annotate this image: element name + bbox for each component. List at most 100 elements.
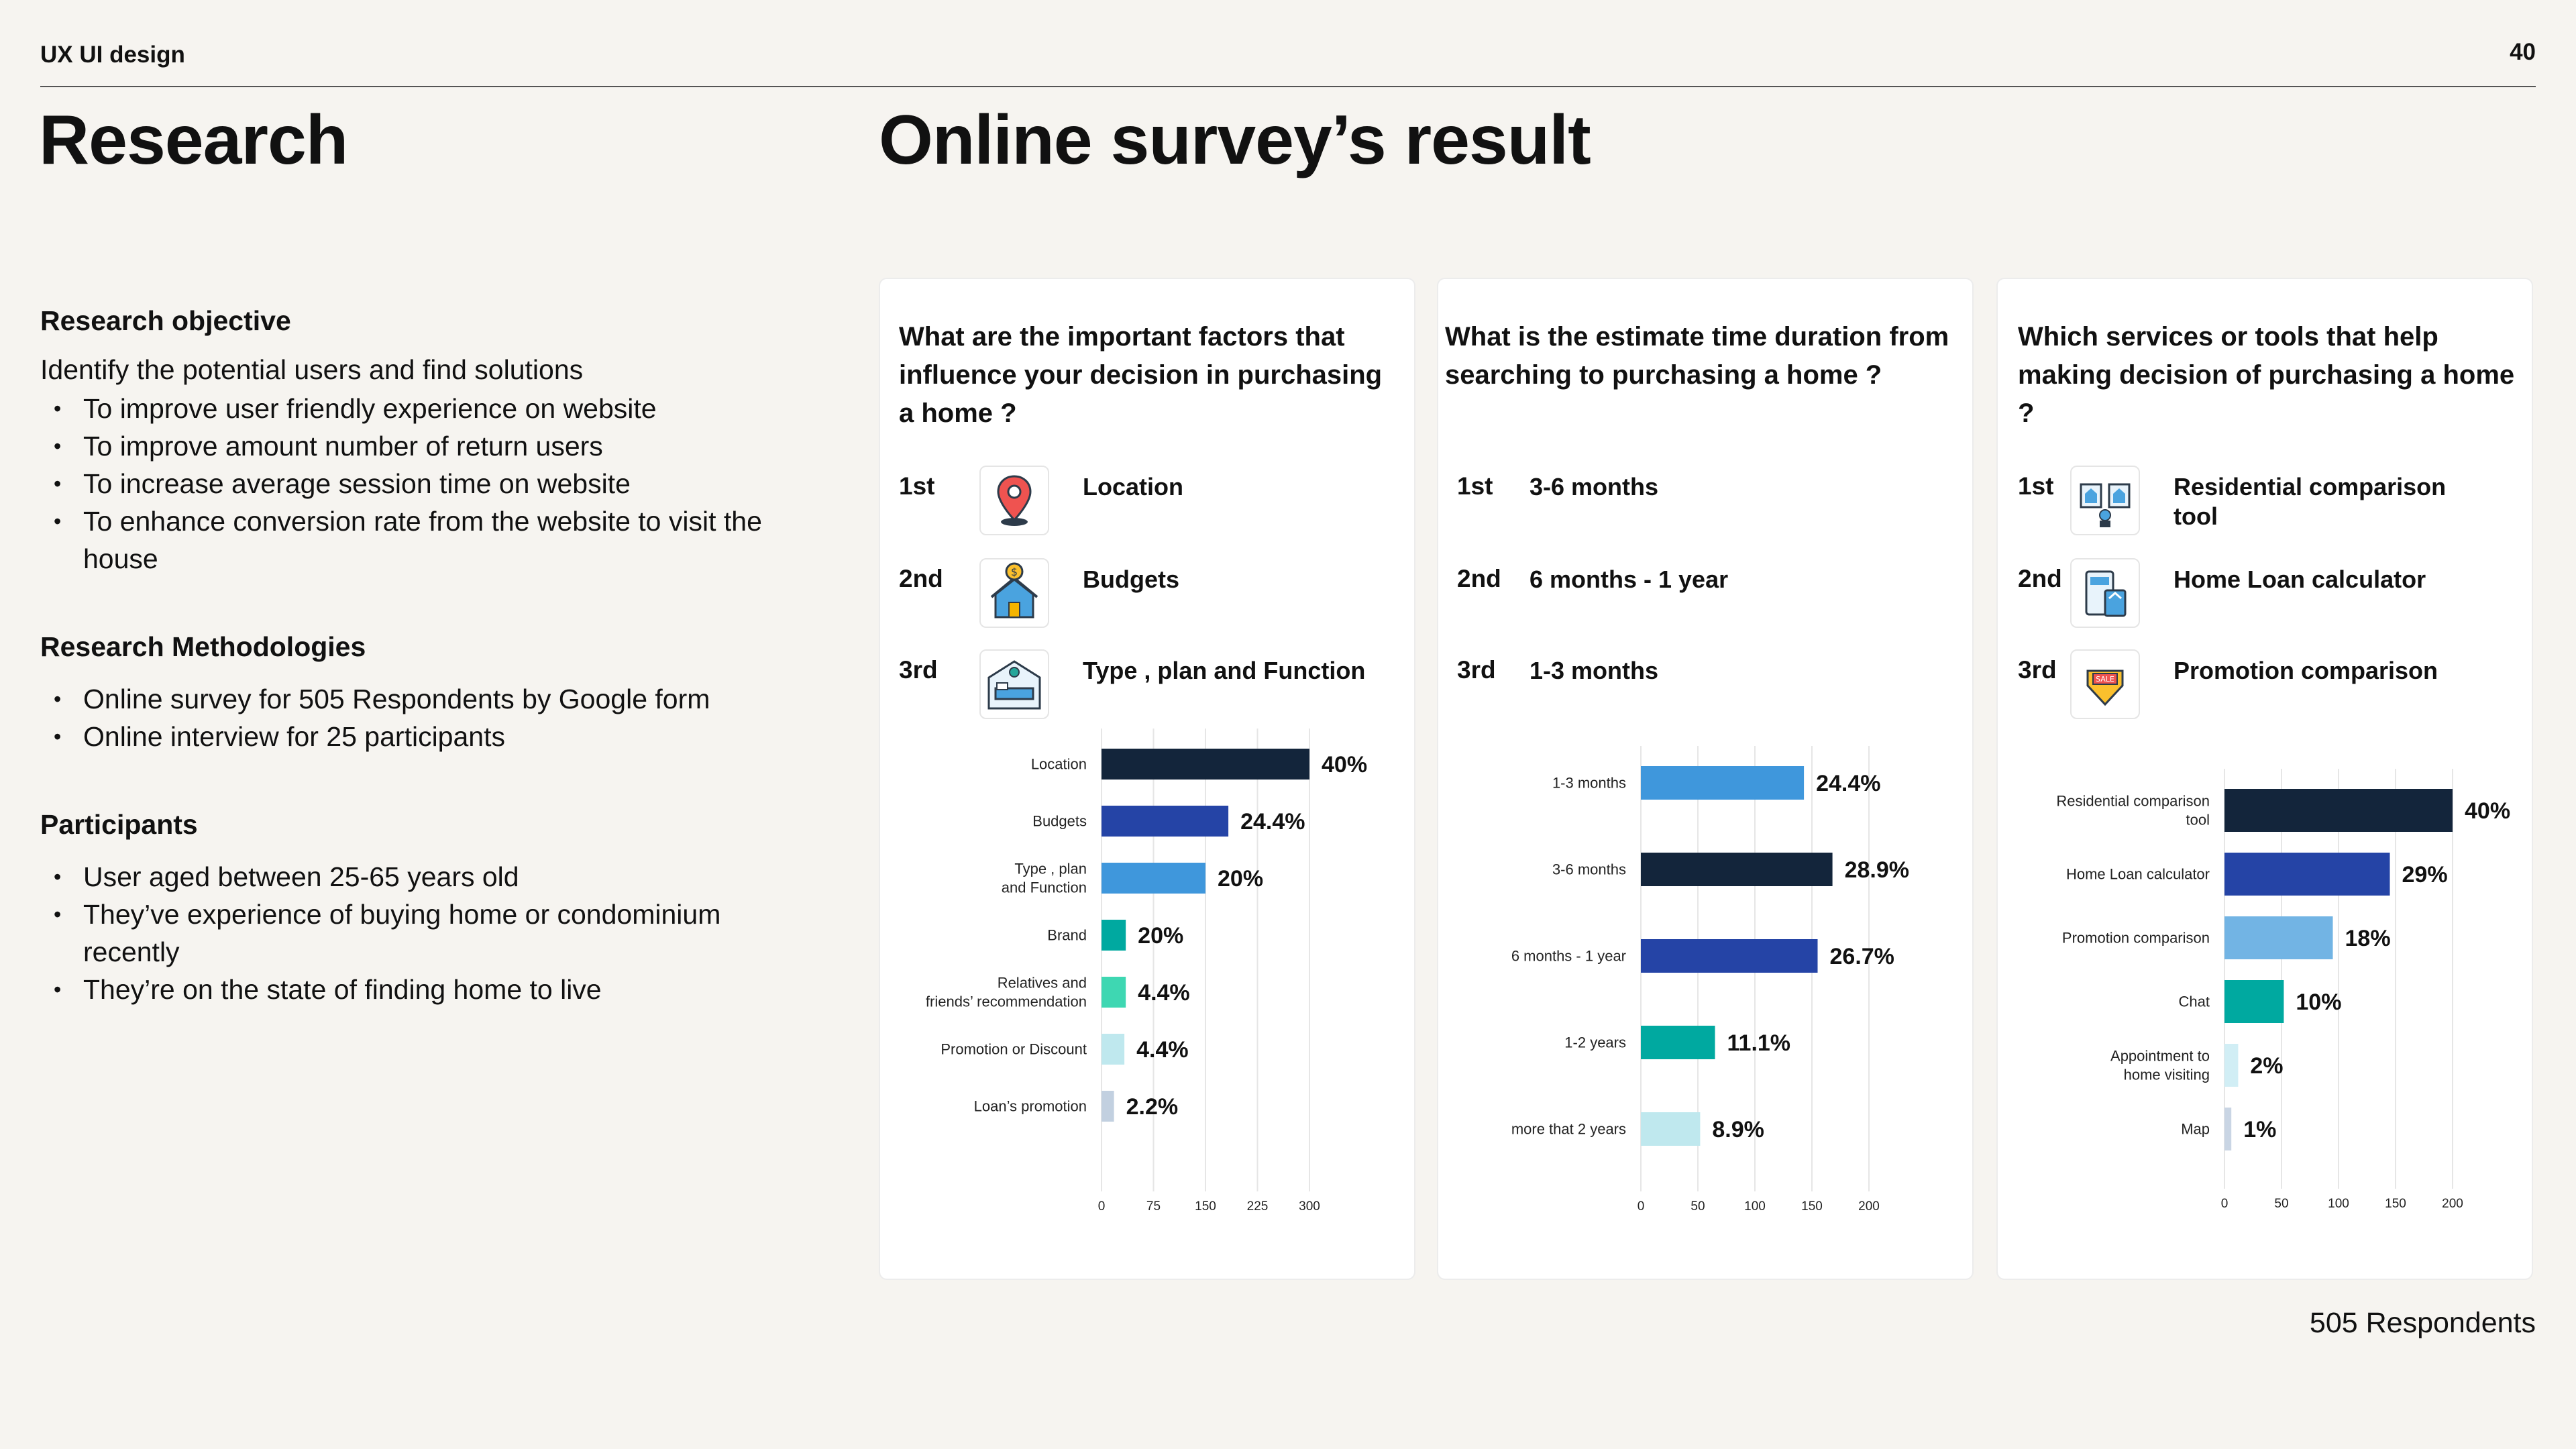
- bar: [1102, 806, 1229, 837]
- data-label: 8.9%: [1712, 1117, 1764, 1142]
- x-tick-label: 200: [2442, 1197, 2463, 1211]
- category-label: Budgets: [1032, 813, 1087, 830]
- list-item: To improve user friendly experience on w…: [40, 390, 818, 427]
- rank-number: 1st: [2018, 472, 2054, 500]
- data-label: 24.4%: [1816, 771, 1880, 796]
- methodologies-list: Online survey for 505 Respondents by Goo…: [40, 680, 818, 755]
- x-tick-label: 100: [2328, 1197, 2349, 1211]
- research-objective-heading: Research objective: [40, 305, 291, 336]
- list-item: To enhance conversion rate from the webs…: [40, 502, 818, 578]
- loan-calculator-icon: [2070, 558, 2140, 628]
- data-label: 4.4%: [1136, 1037, 1189, 1063]
- rank-row: 3rd SALE Promotion comparison: [2018, 649, 2518, 729]
- category-label: friends’ recommendation: [926, 994, 1087, 1010]
- page-title-research: Research: [39, 101, 348, 179]
- x-tick-label: 300: [1299, 1199, 1320, 1214]
- data-label: 40%: [1322, 752, 1367, 777]
- rank-number: 3rd: [2018, 656, 2057, 684]
- page-title-survey-result: Online survey’s result: [879, 101, 1591, 179]
- data-label: 2.2%: [1126, 1094, 1179, 1120]
- bar: [2224, 1044, 2239, 1087]
- data-label: 40%: [2465, 798, 2510, 824]
- rank-label: Location: [1083, 473, 1183, 500]
- bar: [2224, 853, 2390, 896]
- rank-label: 1-3 months: [1529, 657, 1659, 684]
- data-label: 18%: [2345, 926, 2391, 951]
- rank-number: 3rd: [1457, 656, 1496, 684]
- category-label: Loan’s promotion: [974, 1098, 1087, 1115]
- header-section-label: UX UI design: [40, 42, 185, 68]
- participants-heading: Participants: [40, 809, 198, 840]
- rank-number: 1st: [1457, 472, 1493, 500]
- rank-number: 2nd: [1457, 565, 1501, 592]
- data-label: 20%: [1138, 923, 1183, 949]
- category-label: Map: [2181, 1121, 2210, 1138]
- category-label: Appointment to: [2110, 1048, 2210, 1065]
- data-label: 11.1%: [1727, 1030, 1791, 1056]
- data-label: 24.4%: [1240, 809, 1305, 835]
- list-item: To increase average session time on webs…: [40, 465, 818, 502]
- respondents-count: 505 Respondents: [2309, 1307, 2536, 1339]
- svg-text:$: $: [1011, 566, 1018, 578]
- objective-list: To improve user friendly experience on w…: [40, 390, 818, 578]
- location-pin-icon: [979, 466, 1049, 535]
- bar: [1102, 1034, 1125, 1065]
- rank-row: 1st Residential comparison tool: [2018, 466, 2518, 545]
- category-label: Home Loan calculator: [2066, 866, 2210, 883]
- list-item: To improve amount number of return users: [40, 427, 818, 465]
- category-label: Residential comparison: [2056, 793, 2210, 810]
- category-label: Location: [1031, 756, 1087, 773]
- rank-number: 2nd: [899, 565, 943, 592]
- rank-row: 3rd 1-3 months: [1457, 655, 1959, 729]
- rank-row: 2nd Home Loan calculator: [2018, 558, 2518, 637]
- survey-card-duration: What is the estimate time duration from …: [1437, 278, 1974, 1280]
- category-label: 1-3 months: [1552, 775, 1626, 792]
- rank-label: 6 months - 1 year: [1529, 566, 1729, 593]
- survey-question: What is the estimate time duration from …: [1445, 322, 1949, 390]
- bar: [1641, 766, 1805, 800]
- survey-card-tools: Which services or tools that help making…: [1996, 278, 2533, 1280]
- data-label: 4.4%: [1138, 980, 1190, 1006]
- bar: [2224, 916, 2333, 959]
- list-item: They’ve experience of buying home or con…: [40, 896, 818, 971]
- factors-bar-chart: 0 75 150 225 300 Location 40% Budgets 24.4% Type …: [926, 729, 1367, 1214]
- bar: [2224, 789, 2453, 832]
- list-item: User aged between 25-65 years old: [40, 858, 818, 896]
- research-objective-intro: Identify the potential users and find so…: [40, 354, 584, 385]
- methodologies-heading: Research Methodologies: [40, 631, 366, 662]
- rank-label: Home Loan calculator: [2174, 566, 2426, 593]
- data-label: 28.9%: [1845, 857, 1909, 883]
- sale-tag-icon: SALE: [2070, 649, 2140, 719]
- rank-label: Promotion comparison: [2174, 657, 2438, 684]
- bar: [1641, 1026, 1715, 1059]
- x-tick-label: 75: [1146, 1199, 1161, 1214]
- category-label: 3-6 months: [1552, 861, 1626, 878]
- x-tick-label: 0: [1638, 1199, 1645, 1214]
- data-label: 2%: [2250, 1053, 2283, 1079]
- category-label: Brand: [1047, 927, 1087, 944]
- bar: [2224, 1108, 2232, 1150]
- data-label: 29%: [2402, 862, 2448, 888]
- bar: [1641, 1112, 1701, 1146]
- participants-list: User aged between 25-65 years old They’v…: [40, 858, 818, 1008]
- category-label: Promotion or Discount: [941, 1041, 1087, 1058]
- list-item: They’re on the state of finding home to …: [40, 971, 818, 1008]
- x-tick-label: 150: [2385, 1197, 2406, 1211]
- rank-label: 3-6 months: [1529, 473, 1659, 500]
- bar: [1102, 920, 1126, 951]
- page-number: 40: [2510, 39, 2536, 65]
- rank-label: Residential comparison tool: [2174, 473, 2447, 530]
- category-label: Promotion comparison: [2062, 930, 2210, 947]
- category-label: 6 months - 1 year: [1511, 948, 1626, 965]
- category-label: Type , plan: [1014, 861, 1087, 877]
- rank-number: 1st: [899, 472, 935, 500]
- x-tick-label: 200: [1858, 1199, 1880, 1214]
- rank-row: 3rd Type , plan and Function: [899, 649, 1401, 729]
- bar: [1102, 1091, 1114, 1122]
- rank-row: 2nd 6 months - 1 year: [1457, 564, 1959, 637]
- duration-bar-chart: 0 50 100 150 200 1-3 months 24.4% 3-6 months 28.…: [1511, 746, 1909, 1214]
- bar: [1641, 853, 1833, 886]
- data-label: 1%: [2243, 1117, 2276, 1142]
- compare-houses-icon: [2070, 466, 2140, 535]
- rank-row: 2nd $ Budgets: [899, 558, 1401, 637]
